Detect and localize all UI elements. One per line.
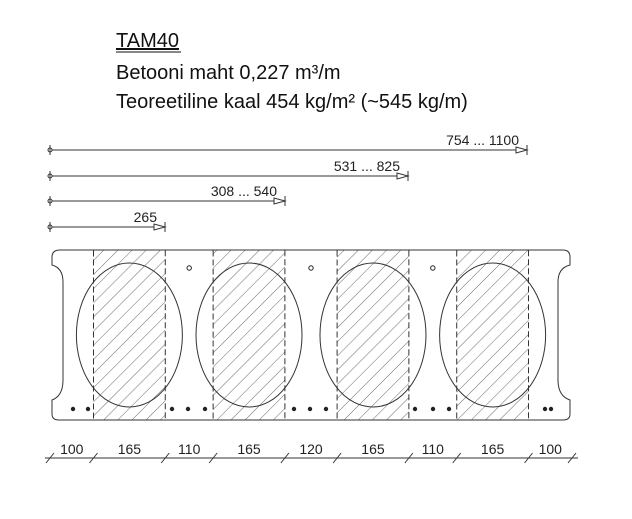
dimension-arrow bbox=[515, 146, 529, 154]
hatched-zone bbox=[93, 249, 166, 421]
hollow-core bbox=[439, 262, 547, 408]
bottom-dimension-label: 165 bbox=[361, 441, 385, 457]
bottom-dimension-tick bbox=[280, 452, 290, 464]
weight: Teoreetiline kaal 454 kg/m² (~545 kg/m) bbox=[116, 91, 468, 113]
bottom-strand bbox=[169, 406, 175, 412]
dimension-arrow bbox=[153, 223, 167, 231]
bottom-strand bbox=[323, 406, 329, 412]
bottom-dimension-label: 100 bbox=[539, 441, 563, 457]
title: TAM40 bbox=[116, 30, 179, 52]
hatched-zone bbox=[336, 249, 410, 421]
hatched-zone bbox=[456, 249, 530, 421]
bottom-strand bbox=[430, 406, 436, 412]
bottom-dimension-tick bbox=[208, 452, 218, 464]
hollow-core bbox=[195, 262, 303, 408]
bottom-dimension-tick bbox=[567, 452, 577, 464]
bottom-strand bbox=[307, 406, 313, 412]
bottom-strand bbox=[412, 406, 418, 412]
bottom-dimension-tick bbox=[160, 452, 170, 464]
hollow-core bbox=[319, 262, 427, 408]
bottom-strand bbox=[85, 406, 91, 412]
dimension-label: 531 ... 825 bbox=[334, 158, 400, 174]
bottom-dimension-label: 110 bbox=[178, 441, 201, 457]
bottom-dimension-tick bbox=[452, 452, 462, 464]
bottom-strand bbox=[70, 406, 76, 412]
dimension-label: 265 bbox=[134, 209, 158, 225]
bottom-dimension-label: 110 bbox=[422, 441, 445, 457]
bottom-strand bbox=[446, 406, 452, 412]
top-strand bbox=[430, 265, 436, 271]
bottom-dimension-tick bbox=[524, 452, 533, 464]
slab-outline bbox=[51, 249, 571, 421]
hollow-core bbox=[75, 262, 183, 408]
hatched-zone bbox=[212, 249, 286, 421]
bottom-strand bbox=[291, 406, 297, 412]
bottom-dimension-tick bbox=[404, 452, 414, 464]
cross-section bbox=[70, 249, 554, 421]
bottom-dimension-label: 120 bbox=[299, 441, 323, 457]
bottom-strand bbox=[548, 406, 554, 412]
bottom-dimension-label: 165 bbox=[237, 441, 261, 457]
bottom-strand bbox=[202, 406, 208, 412]
bottom-dimension-tick bbox=[89, 452, 98, 464]
dimension-label: 308 ... 540 bbox=[211, 183, 277, 199]
bottom-dimension-label: 100 bbox=[60, 441, 84, 457]
bottom-strand bbox=[185, 406, 191, 412]
dimension-arrow bbox=[273, 197, 287, 205]
bottom-strand bbox=[542, 406, 548, 412]
top-strand bbox=[308, 265, 314, 271]
top-strand bbox=[186, 265, 192, 271]
volume: Betooni maht 0,227 m³/m bbox=[116, 62, 341, 84]
bottom-dimension-label: 165 bbox=[118, 441, 142, 457]
dimension-label: 754 ... 1100 bbox=[446, 132, 519, 148]
bottom-dimension-label: 165 bbox=[481, 441, 505, 457]
bottom-dimension-tick bbox=[332, 452, 342, 464]
bottom-dimension-tick bbox=[45, 452, 55, 464]
dimension-arrow bbox=[396, 172, 410, 180]
